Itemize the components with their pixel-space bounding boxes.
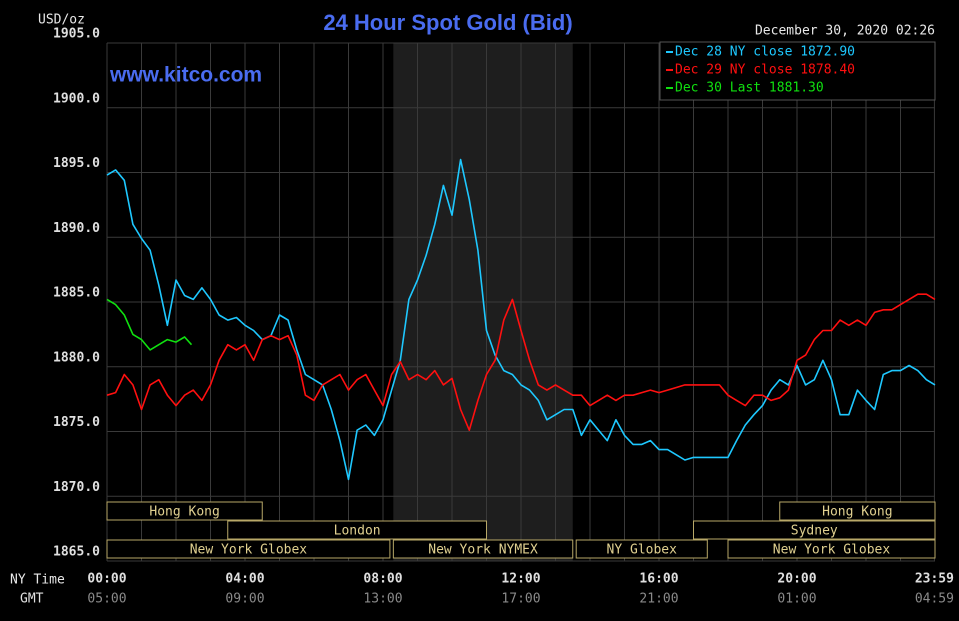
- y-tick-label: 1895.0: [53, 156, 100, 171]
- x-tick-label: 12:00: [501, 572, 540, 587]
- session-label: London: [334, 524, 381, 539]
- x-tick-label: 20:00: [777, 572, 816, 587]
- session-bar: [106, 501, 263, 521]
- x2-tick-label: 04:59: [915, 592, 954, 607]
- session-label: NY Globex: [607, 543, 678, 558]
- session-bar: [392, 539, 574, 559]
- x2-tick-label: 01:00: [777, 592, 816, 607]
- series-line: [106, 298, 193, 351]
- session-label: Sydney: [791, 524, 838, 539]
- y-tick-label: 1885.0: [53, 286, 100, 301]
- x2-axis-label: GMT: [20, 592, 44, 607]
- legend-label: Dec 29 NY close 1878.40: [675, 63, 855, 78]
- x-tick-label: 04:00: [225, 572, 264, 587]
- session-bar: [779, 501, 936, 521]
- session-label: New York Globex: [773, 543, 891, 558]
- x-axis-label: NY Time: [10, 573, 65, 588]
- legend-label: Dec 28 NY close 1872.90: [675, 45, 855, 60]
- y-tick-label: 1875.0: [53, 415, 100, 430]
- session-label: Hong Kong: [822, 505, 892, 520]
- session-bar: [227, 520, 487, 540]
- chart-title: 24 Hour Spot Gold (Bid): [323, 10, 572, 35]
- series-line: [106, 158, 936, 481]
- x-tick-label: 08:00: [363, 572, 402, 587]
- x2-tick-label: 17:00: [501, 592, 540, 607]
- session-label: New York Globex: [190, 543, 308, 558]
- website: www.kitco.com: [109, 64, 262, 87]
- x2-tick-label: 05:00: [87, 592, 126, 607]
- session-bar: [727, 539, 936, 559]
- legend-label: Dec 30 Last 1881.30: [675, 81, 824, 96]
- y-tick-label: 1880.0: [53, 350, 100, 365]
- y-tick-label: 1905.0: [53, 27, 100, 42]
- x-tick-label: 00:00: [87, 572, 126, 587]
- unit-label: USD/oz: [38, 13, 85, 28]
- series-line: [106, 293, 936, 431]
- y-tick-label: 1890.0: [53, 221, 100, 236]
- x2-tick-label: 09:00: [225, 592, 264, 607]
- y-tick-label: 1870.0: [53, 480, 100, 495]
- y-tick-label: 1900.0: [53, 91, 100, 106]
- session-bar: [575, 539, 708, 559]
- session-bar: [106, 539, 391, 559]
- legend-box: [659, 41, 936, 101]
- x-tick-label: 16:00: [639, 572, 678, 587]
- x-tick-label: 23:59: [915, 572, 954, 587]
- session-label: New York NYMEX: [428, 543, 538, 558]
- y-tick-label: 1865.0: [53, 545, 100, 560]
- session-label: Hong Kong: [149, 505, 219, 520]
- x2-tick-label: 13:00: [363, 592, 402, 607]
- timestamp: December 30, 2020 02:26: [755, 24, 935, 39]
- session-bar: [693, 520, 936, 540]
- x2-tick-label: 21:00: [639, 592, 678, 607]
